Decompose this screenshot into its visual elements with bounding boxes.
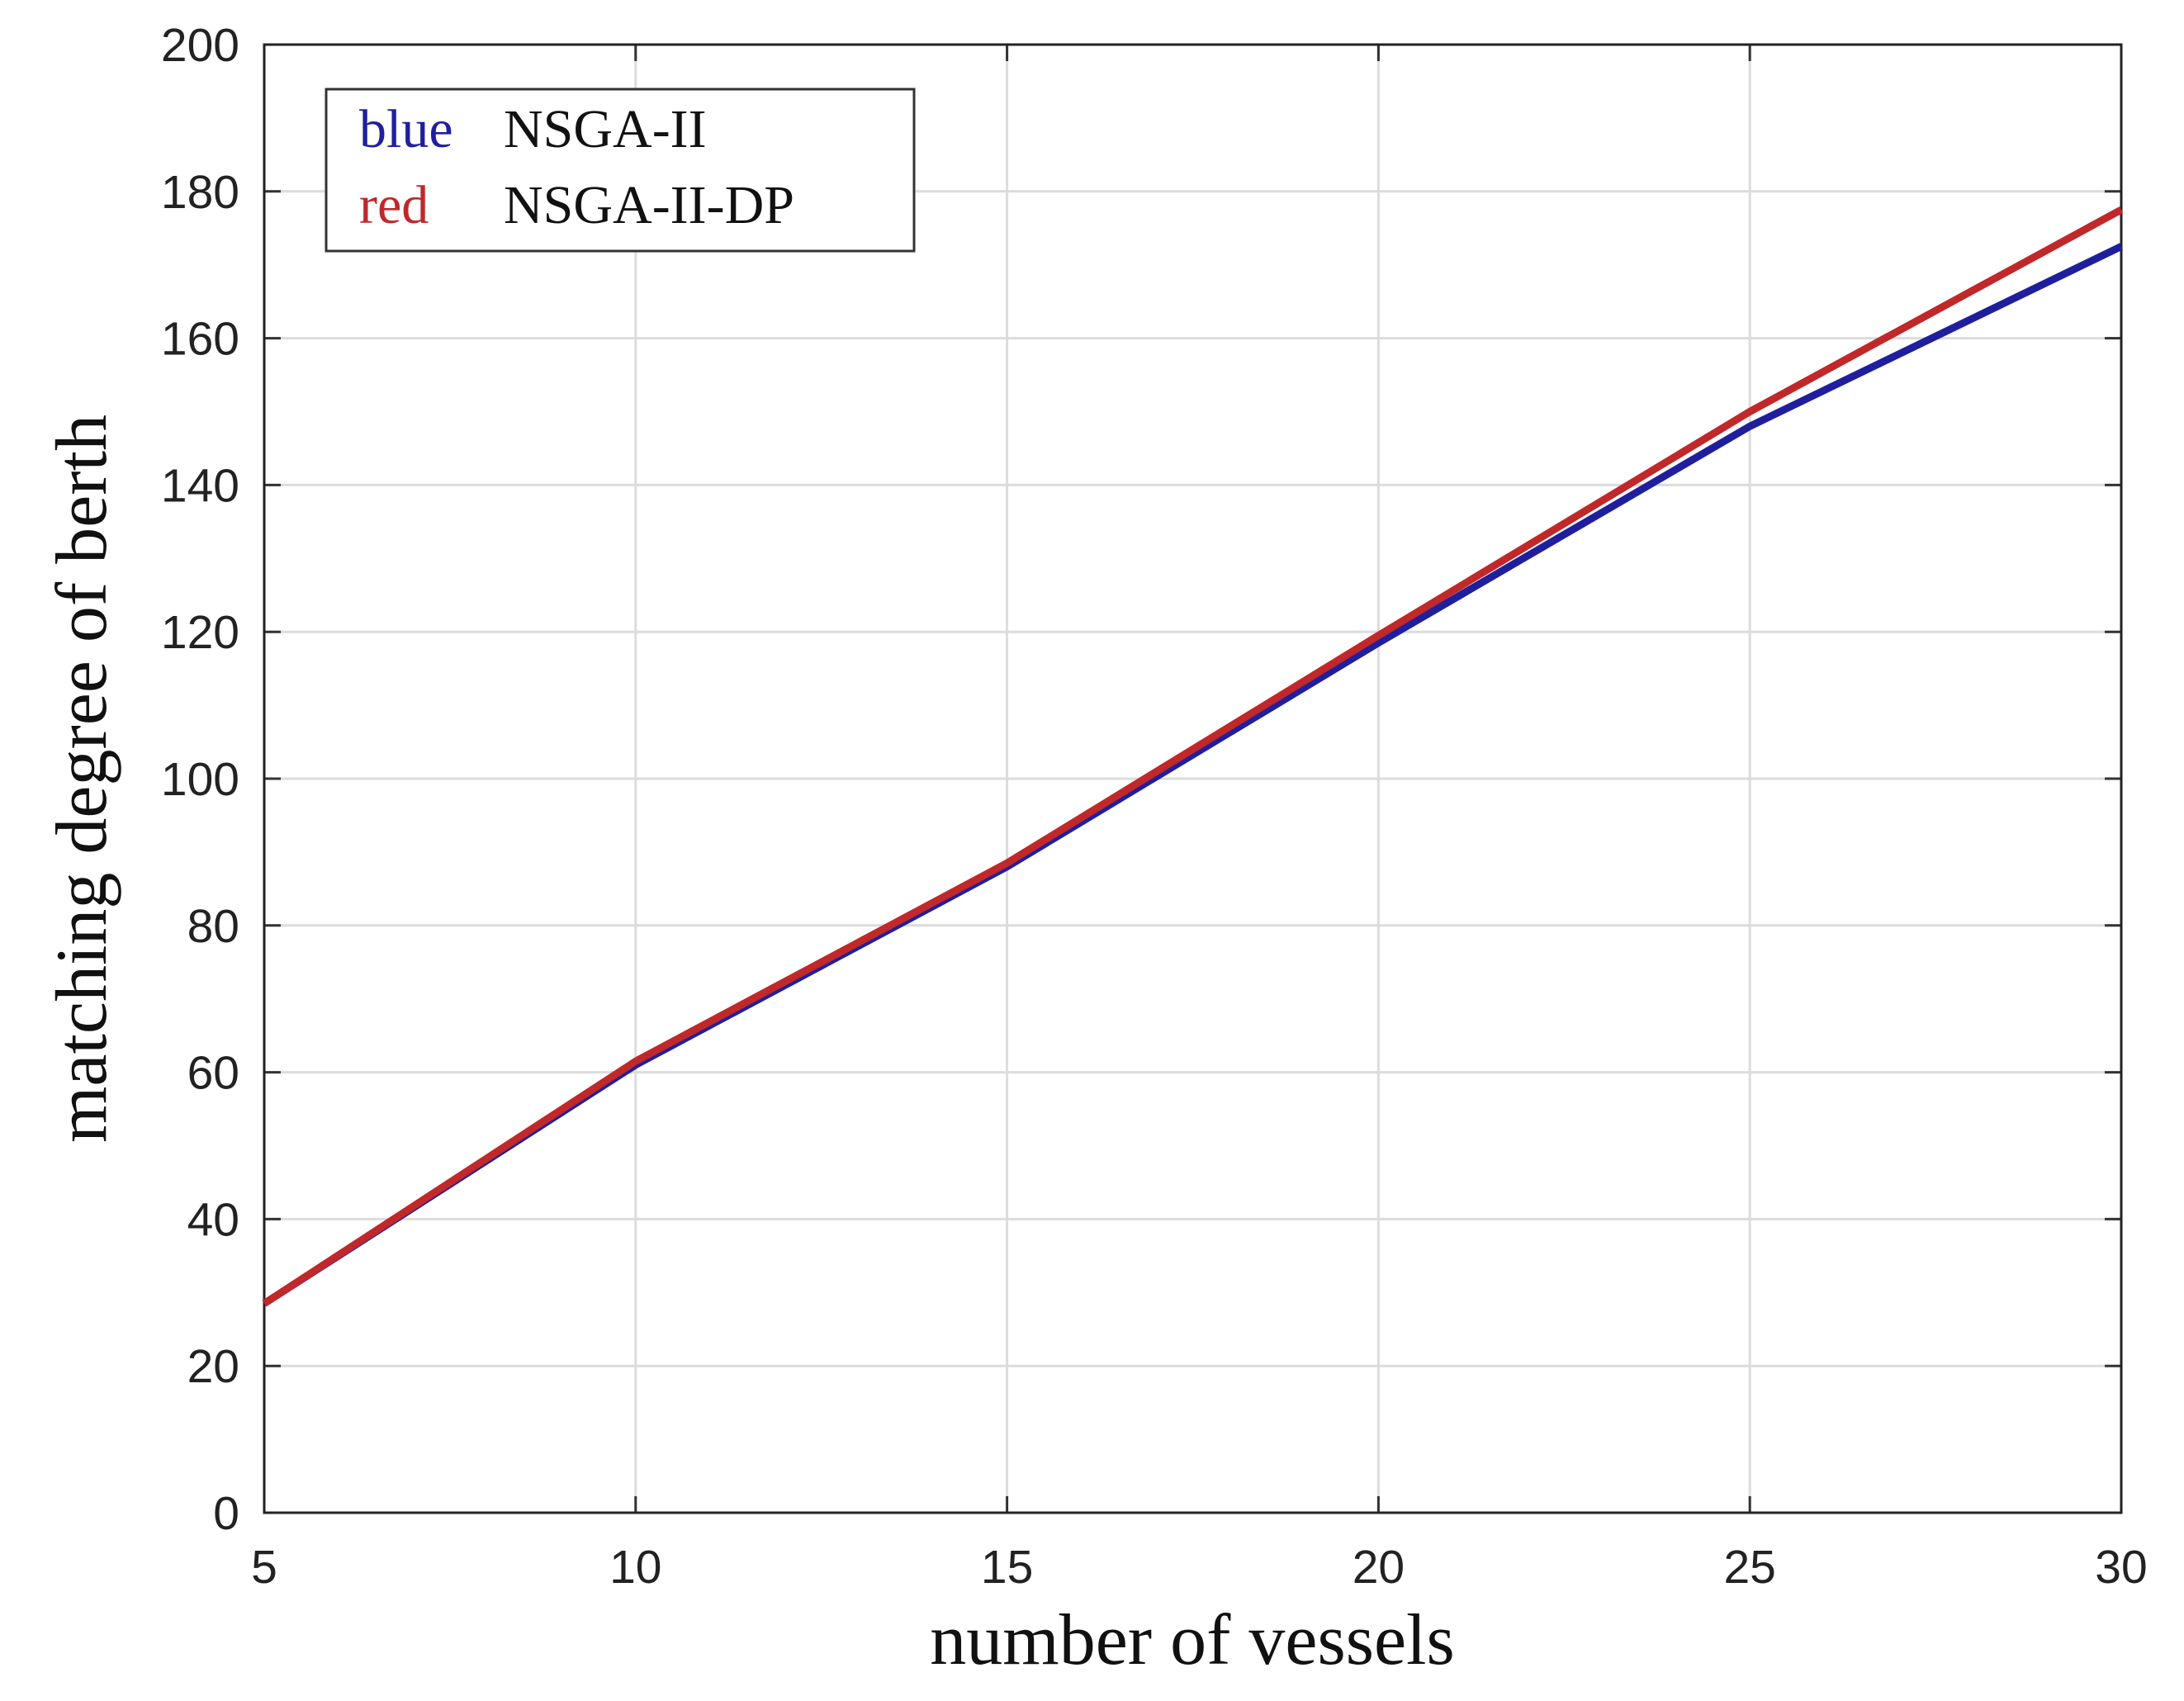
y-tick-label: 20 <box>187 1340 239 1393</box>
x-tick-label: 5 <box>251 1541 277 1594</box>
y-tick-label: 80 <box>187 900 239 953</box>
legend-label: NSGA-II <box>504 99 707 159</box>
y-tick-label: 140 <box>161 459 239 512</box>
y-tick-label: 160 <box>161 313 239 366</box>
y-tick-label: 40 <box>187 1193 239 1246</box>
legend-label: NSGA-II-DP <box>504 175 794 235</box>
y-tick-label: 200 <box>161 19 239 72</box>
y-tick-label: 60 <box>187 1047 239 1100</box>
legend-key: red <box>359 175 429 235</box>
y-tick-label: 180 <box>161 166 239 219</box>
legend-box <box>325 88 916 253</box>
plot-frame <box>263 43 2123 1514</box>
series-line <box>262 206 2124 1307</box>
y-tick-label: 120 <box>161 606 239 659</box>
y-tick-label: 100 <box>161 753 239 806</box>
x-tick-label: 15 <box>981 1541 1033 1594</box>
y-tick-label: 0 <box>213 1487 239 1540</box>
y-axis-label: matching degree of berth <box>42 415 122 1143</box>
x-tick-label: 30 <box>2095 1541 2147 1594</box>
legend-key: blue <box>359 99 453 159</box>
x-axis-label: number of vessels <box>930 1600 1454 1680</box>
x-tick-label: 10 <box>609 1541 661 1594</box>
x-tick-label: 25 <box>1723 1541 1775 1594</box>
x-tick-label: 20 <box>1353 1541 1405 1594</box>
